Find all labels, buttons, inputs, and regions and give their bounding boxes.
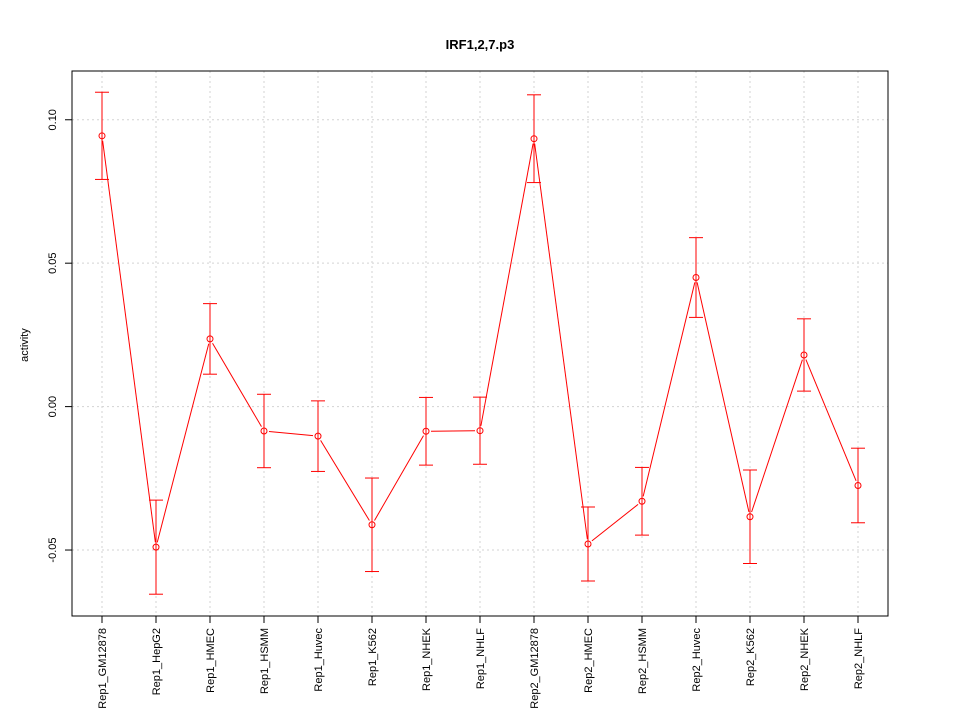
series-line-segment [102, 140, 156, 543]
data-point [368, 521, 376, 529]
x-tick-label: Rep2_K562 [745, 628, 757, 686]
y-tick-label: 0.05 [47, 252, 59, 273]
data-point [584, 540, 592, 548]
series-line-segment [534, 143, 588, 540]
series-line-segment [212, 342, 262, 427]
series-line-segment [320, 440, 370, 521]
data-point [476, 427, 484, 435]
x-tick-label: Rep1_Huvec [313, 628, 325, 692]
data-point [260, 427, 268, 435]
x-tick-label: Rep2_HMEC [583, 628, 595, 693]
data-point [152, 543, 160, 551]
series-line-segment [480, 143, 534, 426]
x-tick-label: Rep2_NHEK [799, 627, 811, 691]
data-point [854, 481, 862, 489]
series-line-segment [696, 282, 750, 512]
x-tick-label: Rep1_NHEK [421, 627, 433, 691]
series-line-segment [591, 503, 639, 542]
grid-layer [72, 71, 888, 616]
series-line-segment [805, 359, 857, 482]
series-line-segment [374, 435, 424, 521]
x-tick-label: Rep1_HMEC [205, 628, 217, 693]
data-point [98, 132, 106, 140]
data-point [692, 274, 700, 282]
y-tick-label: -0.05 [47, 537, 59, 562]
series-line-segment [156, 343, 210, 543]
y-axis-label: activity [19, 328, 31, 362]
x-tick-label: Rep1_HSMM [259, 628, 271, 694]
data-point [746, 513, 754, 521]
series-line-segment [268, 430, 314, 437]
series-line-segment [642, 282, 696, 497]
x-tick-label: Rep1_GM12878 [97, 628, 109, 709]
y-tick-label: 0.00 [47, 396, 59, 417]
x-tick-label: Rep2_HSMM [637, 628, 649, 694]
data-point [422, 427, 430, 435]
data-point [530, 135, 538, 143]
data-point [638, 497, 646, 505]
x-tick-label: Rep2_NHLF [853, 628, 865, 689]
series-line-segment [751, 359, 803, 513]
data-layer [95, 91, 865, 595]
data-point [206, 335, 214, 343]
axis-layer: Rep1_GM12878 Rep1_HepG2 Rep1_HMEC Rep1_HSMM… [47, 109, 865, 709]
data-point [314, 432, 322, 440]
data-point [800, 351, 808, 359]
chart-title: IRF1,2,7.p3 [446, 37, 515, 52]
x-tick-label: Rep2_GM12878 [529, 628, 541, 709]
y-tick-label: 0.10 [47, 109, 59, 130]
x-tick-label: Rep1_HepG2 [151, 628, 163, 695]
plot-frame [71, 70, 889, 617]
x-tick-label: Rep1_NHLF [475, 628, 487, 689]
x-tick-label: Rep1_K562 [367, 628, 379, 686]
x-tick-label: Rep2_Huvec [691, 628, 703, 692]
